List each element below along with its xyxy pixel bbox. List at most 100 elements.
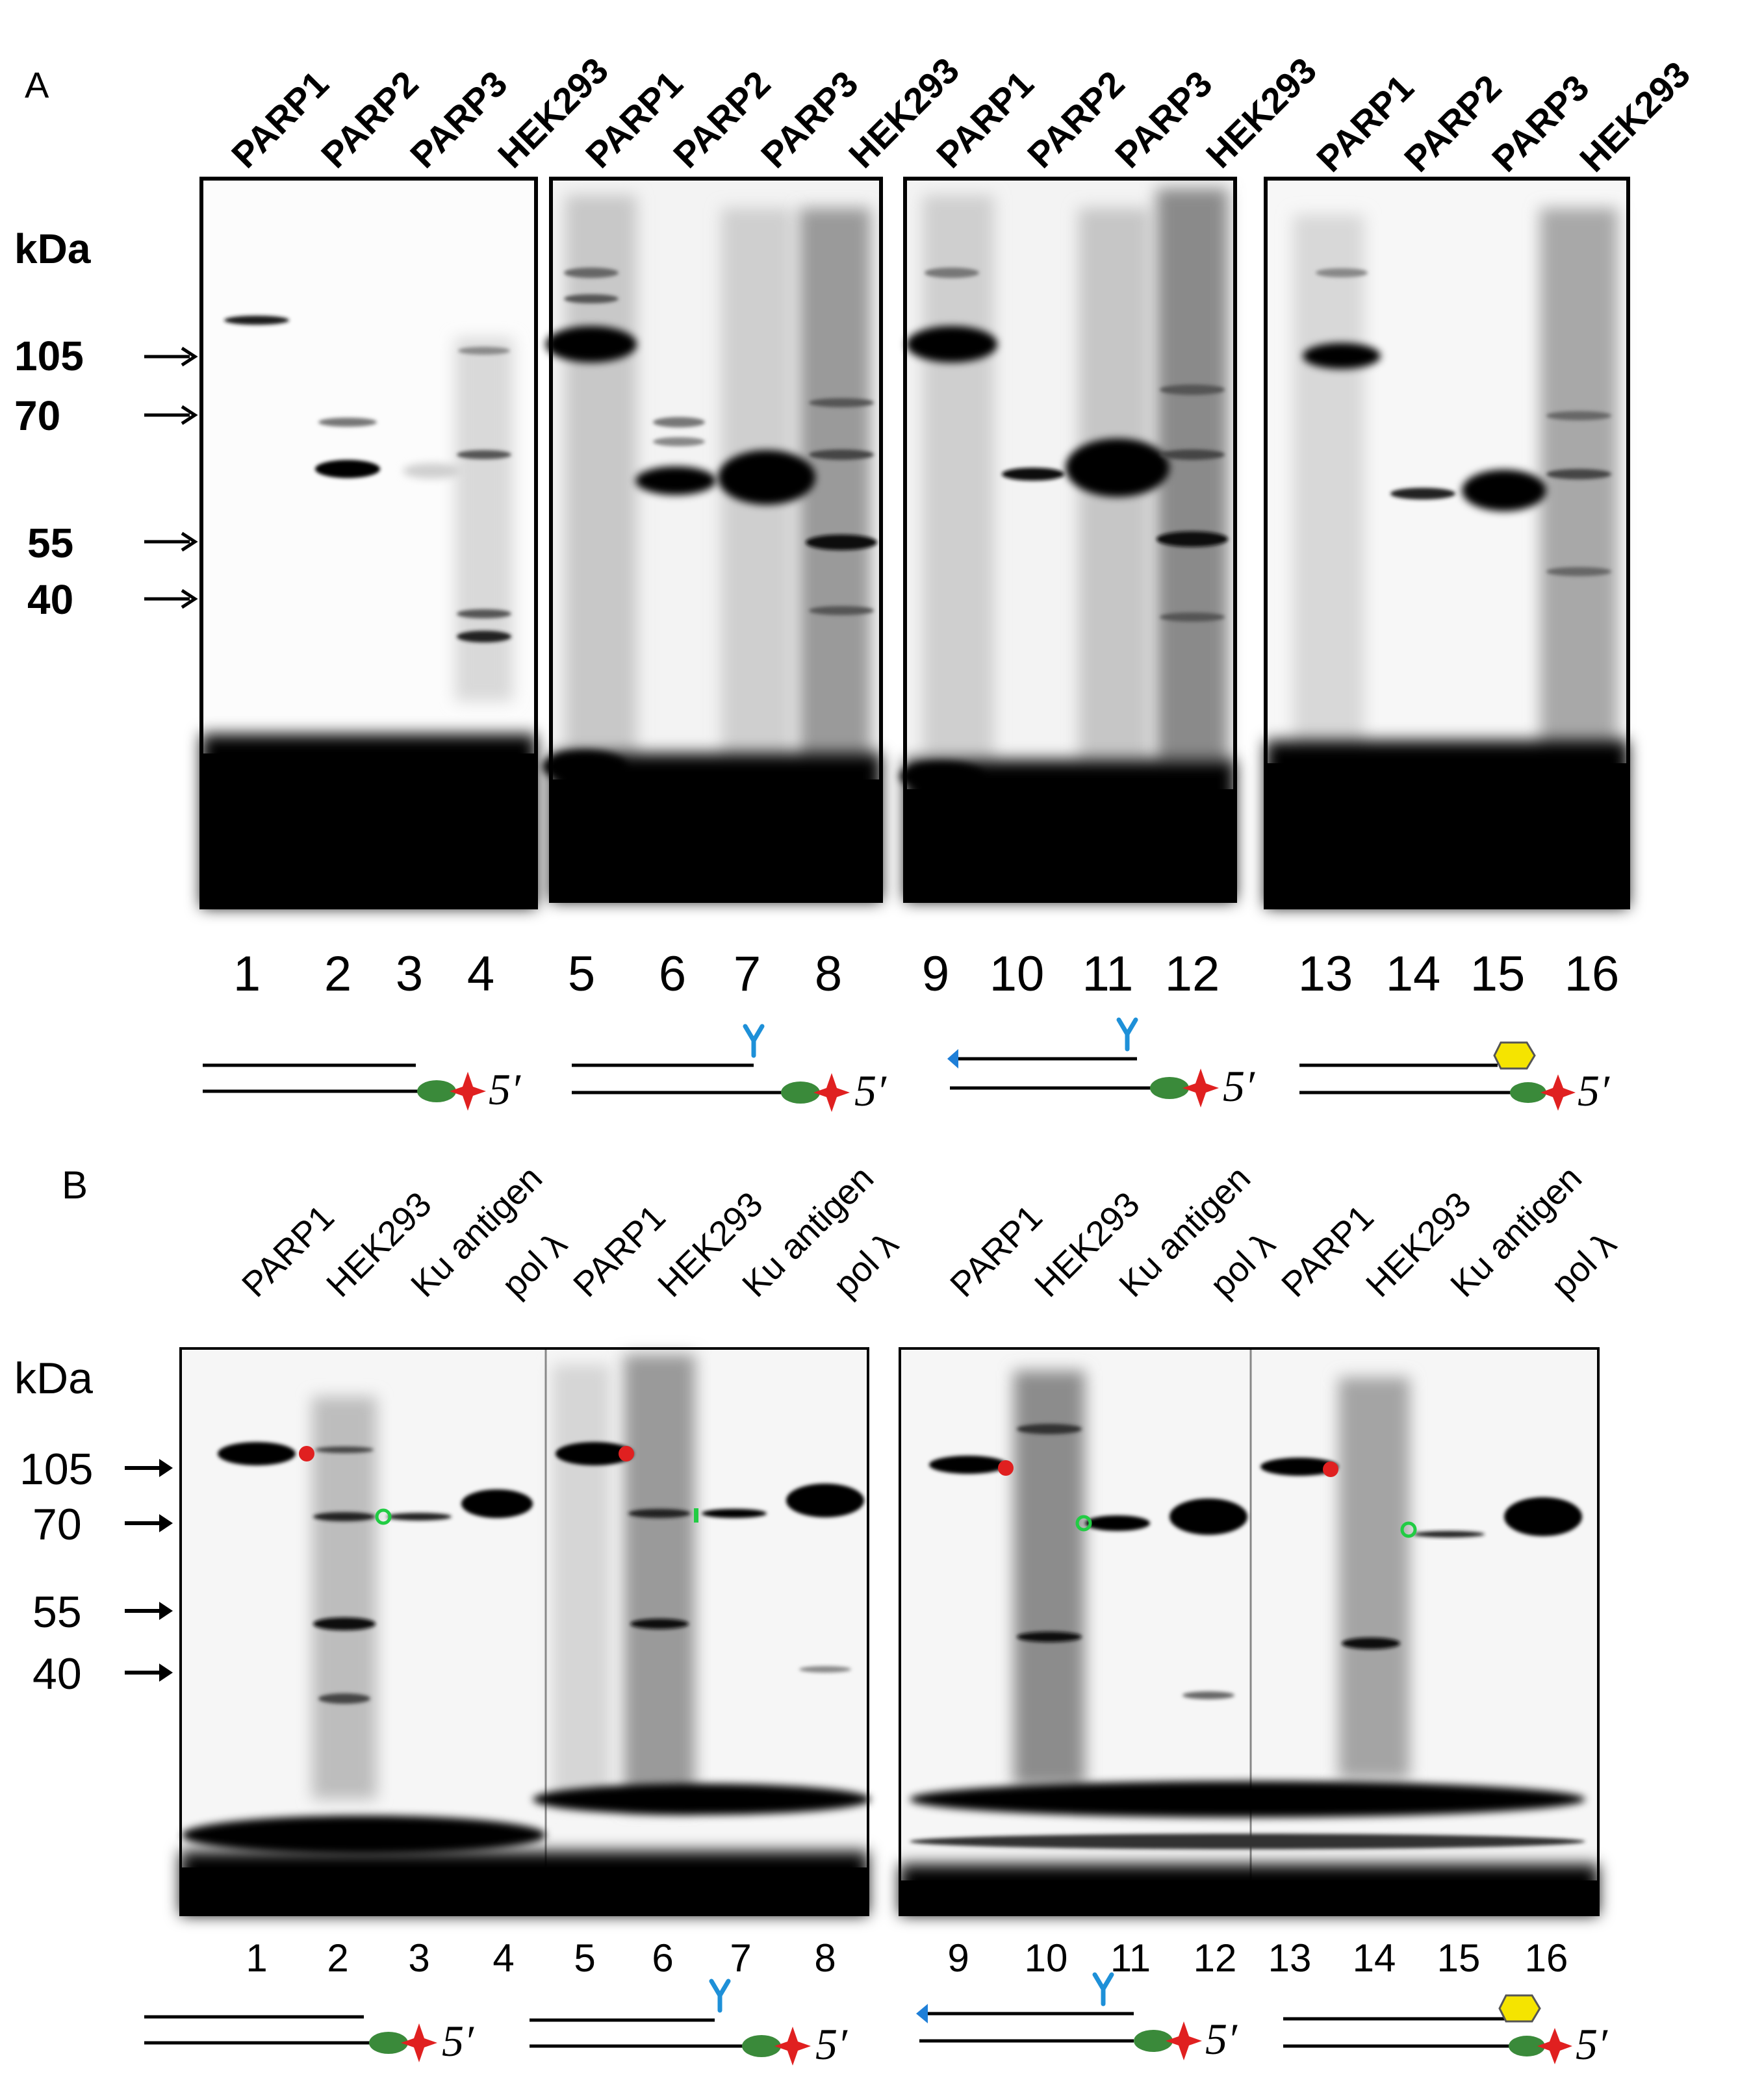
green-ring-marker — [1075, 1515, 1092, 1532]
lane-header: pol λ — [826, 1224, 906, 1304]
lane-number: 1 — [246, 1936, 267, 1980]
panel-a-marker-70: 70 — [14, 392, 198, 439]
conjugate-ellipse — [742, 2035, 781, 2057]
panel-a-substrates: 5′ 5′ 5′ — [203, 1017, 1610, 1115]
lane-header: PARP1 — [235, 1198, 342, 1305]
y-tag-icon — [1092, 1972, 1114, 2006]
substrate-adduct: 5′ — [1299, 1041, 1610, 1115]
five-prime-label: 5′ — [1576, 2019, 1608, 2069]
lane-header: PARP2 — [665, 63, 778, 176]
gel-a4 — [1264, 177, 1630, 909]
marker-label: 40 — [27, 576, 73, 623]
blue-arrow-icon — [916, 2004, 928, 2023]
five-prime-label: 5′ — [1223, 1061, 1255, 1111]
panel-a-marker-105: 105 — [14, 333, 198, 379]
conjugate-ellipse — [1510, 1082, 1546, 1103]
five-prime-label: 5′ — [442, 2016, 474, 2066]
fluorophore-star-icon — [1537, 2028, 1572, 2064]
lane-header: PARP3 — [402, 63, 515, 176]
red-dot-marker — [619, 1446, 634, 1461]
lane-header: HEK293 — [1198, 49, 1324, 175]
lane-header: HEK293 — [1572, 53, 1698, 179]
lane-number: 14 — [1386, 946, 1441, 1002]
lane-number: 12 — [1194, 1936, 1237, 1980]
lane-number: 4 — [492, 1936, 514, 1980]
marker-label: 55 — [32, 1588, 82, 1637]
conjugate-ellipse — [781, 1082, 820, 1104]
red-dot-marker — [1323, 1461, 1338, 1477]
fluorophore-star-icon — [401, 2023, 437, 2062]
conjugate-ellipse — [1134, 2030, 1173, 2052]
lane-number: 16 — [1565, 946, 1620, 1002]
lane-header: PARP3 — [753, 63, 866, 176]
fluorophore-star-icon — [774, 2027, 811, 2066]
lane-number: 2 — [324, 946, 351, 1002]
lane-number: 5 — [574, 1936, 595, 1980]
five-prime-label: 5′ — [1578, 1066, 1610, 1115]
lane-header: PARP2 — [313, 63, 426, 176]
five-prime-label: 5′ — [489, 1065, 521, 1114]
substrate-arrow-y-tag: 5′ — [947, 1017, 1255, 1111]
green-ring-marker — [1400, 1521, 1417, 1538]
panel-b-marker-70: 70 — [32, 1500, 173, 1549]
panel-a-marker-55: 55 — [27, 520, 198, 566]
gel-a1 — [199, 177, 538, 909]
lane-header: pol λ — [1203, 1224, 1283, 1304]
lane-header: pol λ — [494, 1224, 574, 1304]
adduct-hexagon-icon — [1493, 1041, 1536, 1070]
lane-number: 10 — [1025, 1936, 1068, 1980]
substrate-y-tag: 5′ — [530, 1979, 848, 2069]
substrate-arrow-y-tag: 5′ — [916, 1972, 1238, 2064]
marker-label: 70 — [32, 1500, 82, 1549]
lane-header: PARP2 — [1396, 67, 1509, 180]
blue-arrow-icon — [947, 1049, 958, 1069]
panel-a-label: A — [25, 64, 49, 105]
lane-number: 3 — [408, 1936, 429, 1980]
adduct-hexagon-icon — [1498, 1994, 1541, 2023]
lane-header: pol λ — [1544, 1224, 1624, 1304]
panel-a: A kDa 105 70 55 40 PARP1 PARP2 PARP3 — [14, 49, 1698, 1115]
y-tag-icon — [709, 1979, 731, 2013]
marker-label: 40 — [32, 1649, 82, 1699]
lane-number: 7 — [730, 1936, 751, 1980]
lane-number: 9 — [947, 1936, 969, 1980]
fluorophore-star-icon — [1166, 2021, 1202, 2060]
lane-number: 13 — [1268, 1936, 1312, 1980]
lane-number: 15 — [1437, 1936, 1481, 1980]
marker-label: 105 — [19, 1445, 93, 1494]
y-tag-icon — [1116, 1017, 1138, 1052]
five-prime-label: 5′ — [854, 1066, 887, 1115]
substrate-blunt: 5′ — [144, 2015, 474, 2066]
lane-number: 9 — [922, 946, 949, 1002]
marker-label: 55 — [27, 520, 73, 566]
lane-header: PARP1 — [224, 63, 337, 176]
conjugate-ellipse — [417, 1080, 456, 1102]
fluorophore-star-icon — [1540, 1074, 1576, 1111]
lane-number: 16 — [1525, 1936, 1568, 1980]
lane-number: 5 — [568, 946, 595, 1002]
lane-number: 8 — [815, 946, 842, 1002]
conjugate-ellipse — [1509, 2036, 1545, 2056]
lane-number: 11 — [1082, 946, 1134, 1002]
panel-b-lane-headers: PARP1 HEK293 Ku antigen pol λ PARP1 HEK2… — [235, 1158, 1624, 1304]
red-dot-marker — [299, 1446, 314, 1461]
panel-a-kda-label: kDa — [14, 225, 91, 272]
panel-b-marker-40: 40 — [32, 1649, 173, 1699]
marker-label: 105 — [14, 333, 84, 379]
lane-header: PARP2 — [1019, 63, 1132, 176]
lane-number: 13 — [1298, 946, 1353, 1002]
conjugate-ellipse — [369, 2032, 408, 2054]
panel-b-substrates: 5′ 5′ 5′ — [144, 1972, 1608, 2069]
lane-number: 6 — [652, 1936, 673, 1980]
panel-a-marker-40: 40 — [27, 576, 198, 623]
lane-number: 7 — [734, 946, 761, 1002]
gel-b-right — [899, 1347, 1600, 1916]
lane-header: PARP1 — [1274, 1198, 1381, 1305]
five-prime-label: 5′ — [1205, 2014, 1238, 2064]
lane-number: 11 — [1110, 1936, 1151, 1980]
lane-number: 15 — [1470, 946, 1526, 1002]
panel-b: B kDa 105 70 55 40 PARP1 HEK293 Ku antig… — [14, 1158, 1624, 2069]
lane-header: PARP1 — [1309, 67, 1422, 180]
substrate-blunt: 5′ — [203, 1063, 521, 1114]
